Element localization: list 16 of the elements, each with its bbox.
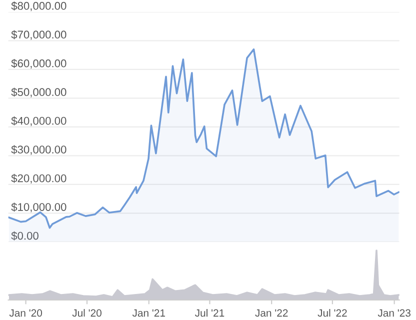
y-tick-label: $70,000.00 (11, 30, 66, 40)
x-tick-label: Jan '23 (378, 309, 410, 317)
x-tick-label: Jan '21 (132, 309, 165, 317)
y-tick-label: $30,000.00 (11, 145, 66, 155)
x-tick-label: Jan '20 (9, 309, 42, 317)
x-tick-label: Jul '20 (72, 309, 102, 317)
y-tick-label: $50,000.00 (11, 88, 66, 98)
x-tick-label: Jan '22 (255, 309, 288, 317)
y-tick-label: $40,000.00 (11, 116, 66, 126)
y-tick-label: $0.00 (11, 231, 38, 240)
y-tick-label: $60,000.00 (11, 58, 66, 69)
y-tick-label: $80,000.00 (11, 1, 66, 12)
x-tick-label: Jul '21 (194, 309, 224, 317)
y-tick-label: $20,000.00 (11, 174, 66, 184)
y-tick-label: $10,000.00 (11, 202, 66, 212)
x-tick-label: Jul '22 (318, 309, 347, 317)
